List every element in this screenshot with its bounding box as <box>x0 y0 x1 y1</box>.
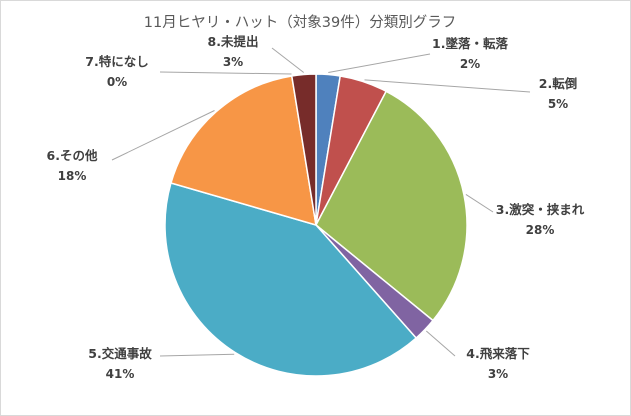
pie-slice <box>290 73 317 226</box>
pie-slice <box>170 75 317 227</box>
slice-category-label: 1.墜落・転落 <box>432 36 508 51</box>
slice-category-label: 7.特になし <box>85 54 148 69</box>
slice-percent-label: 2% <box>460 57 480 71</box>
pie-slice <box>315 90 468 322</box>
slice-category-label: 2.転倒 <box>539 76 577 91</box>
leader-line <box>328 53 431 73</box>
data-labels: 1.墜落・転落 2% 2.転倒 5% 3.激突・挟まれ 28% 4.飛来落下 3% 5.交通事故… <box>47 34 585 381</box>
leader-line <box>425 330 456 357</box>
slice-category-label: 5.交通事故 <box>88 346 152 361</box>
slice-category-label: 6.その他 <box>47 148 98 163</box>
slice-percent-label: 3% <box>223 55 243 69</box>
chart-title: 11月ヒヤリ・ハット（対象39件）分類別グラフ <box>144 14 456 31</box>
leader-line <box>465 193 494 213</box>
pie-slice <box>164 182 418 377</box>
leader-line <box>364 79 531 93</box>
slice-percent-label: 18% <box>58 169 87 183</box>
leader-line <box>271 47 305 73</box>
pie-slices <box>164 73 468 377</box>
slice-percent-label: 41% <box>106 367 135 381</box>
slice-percent-label: 5% <box>548 97 568 111</box>
slice-category-label: 4.飛来落下 <box>466 346 530 361</box>
leader-line <box>111 110 215 161</box>
slice-category-label: 3.激突・挟まれ <box>496 202 585 217</box>
leader-line <box>159 353 235 357</box>
slice-percent-label: 0% <box>107 75 127 89</box>
slice-percent-label: 3% <box>488 367 508 381</box>
slice-category-label: 8.未提出 <box>208 34 259 49</box>
leader-lines <box>111 47 531 357</box>
slice-percent-label: 28% <box>526 223 555 237</box>
leader-line <box>159 71 292 75</box>
